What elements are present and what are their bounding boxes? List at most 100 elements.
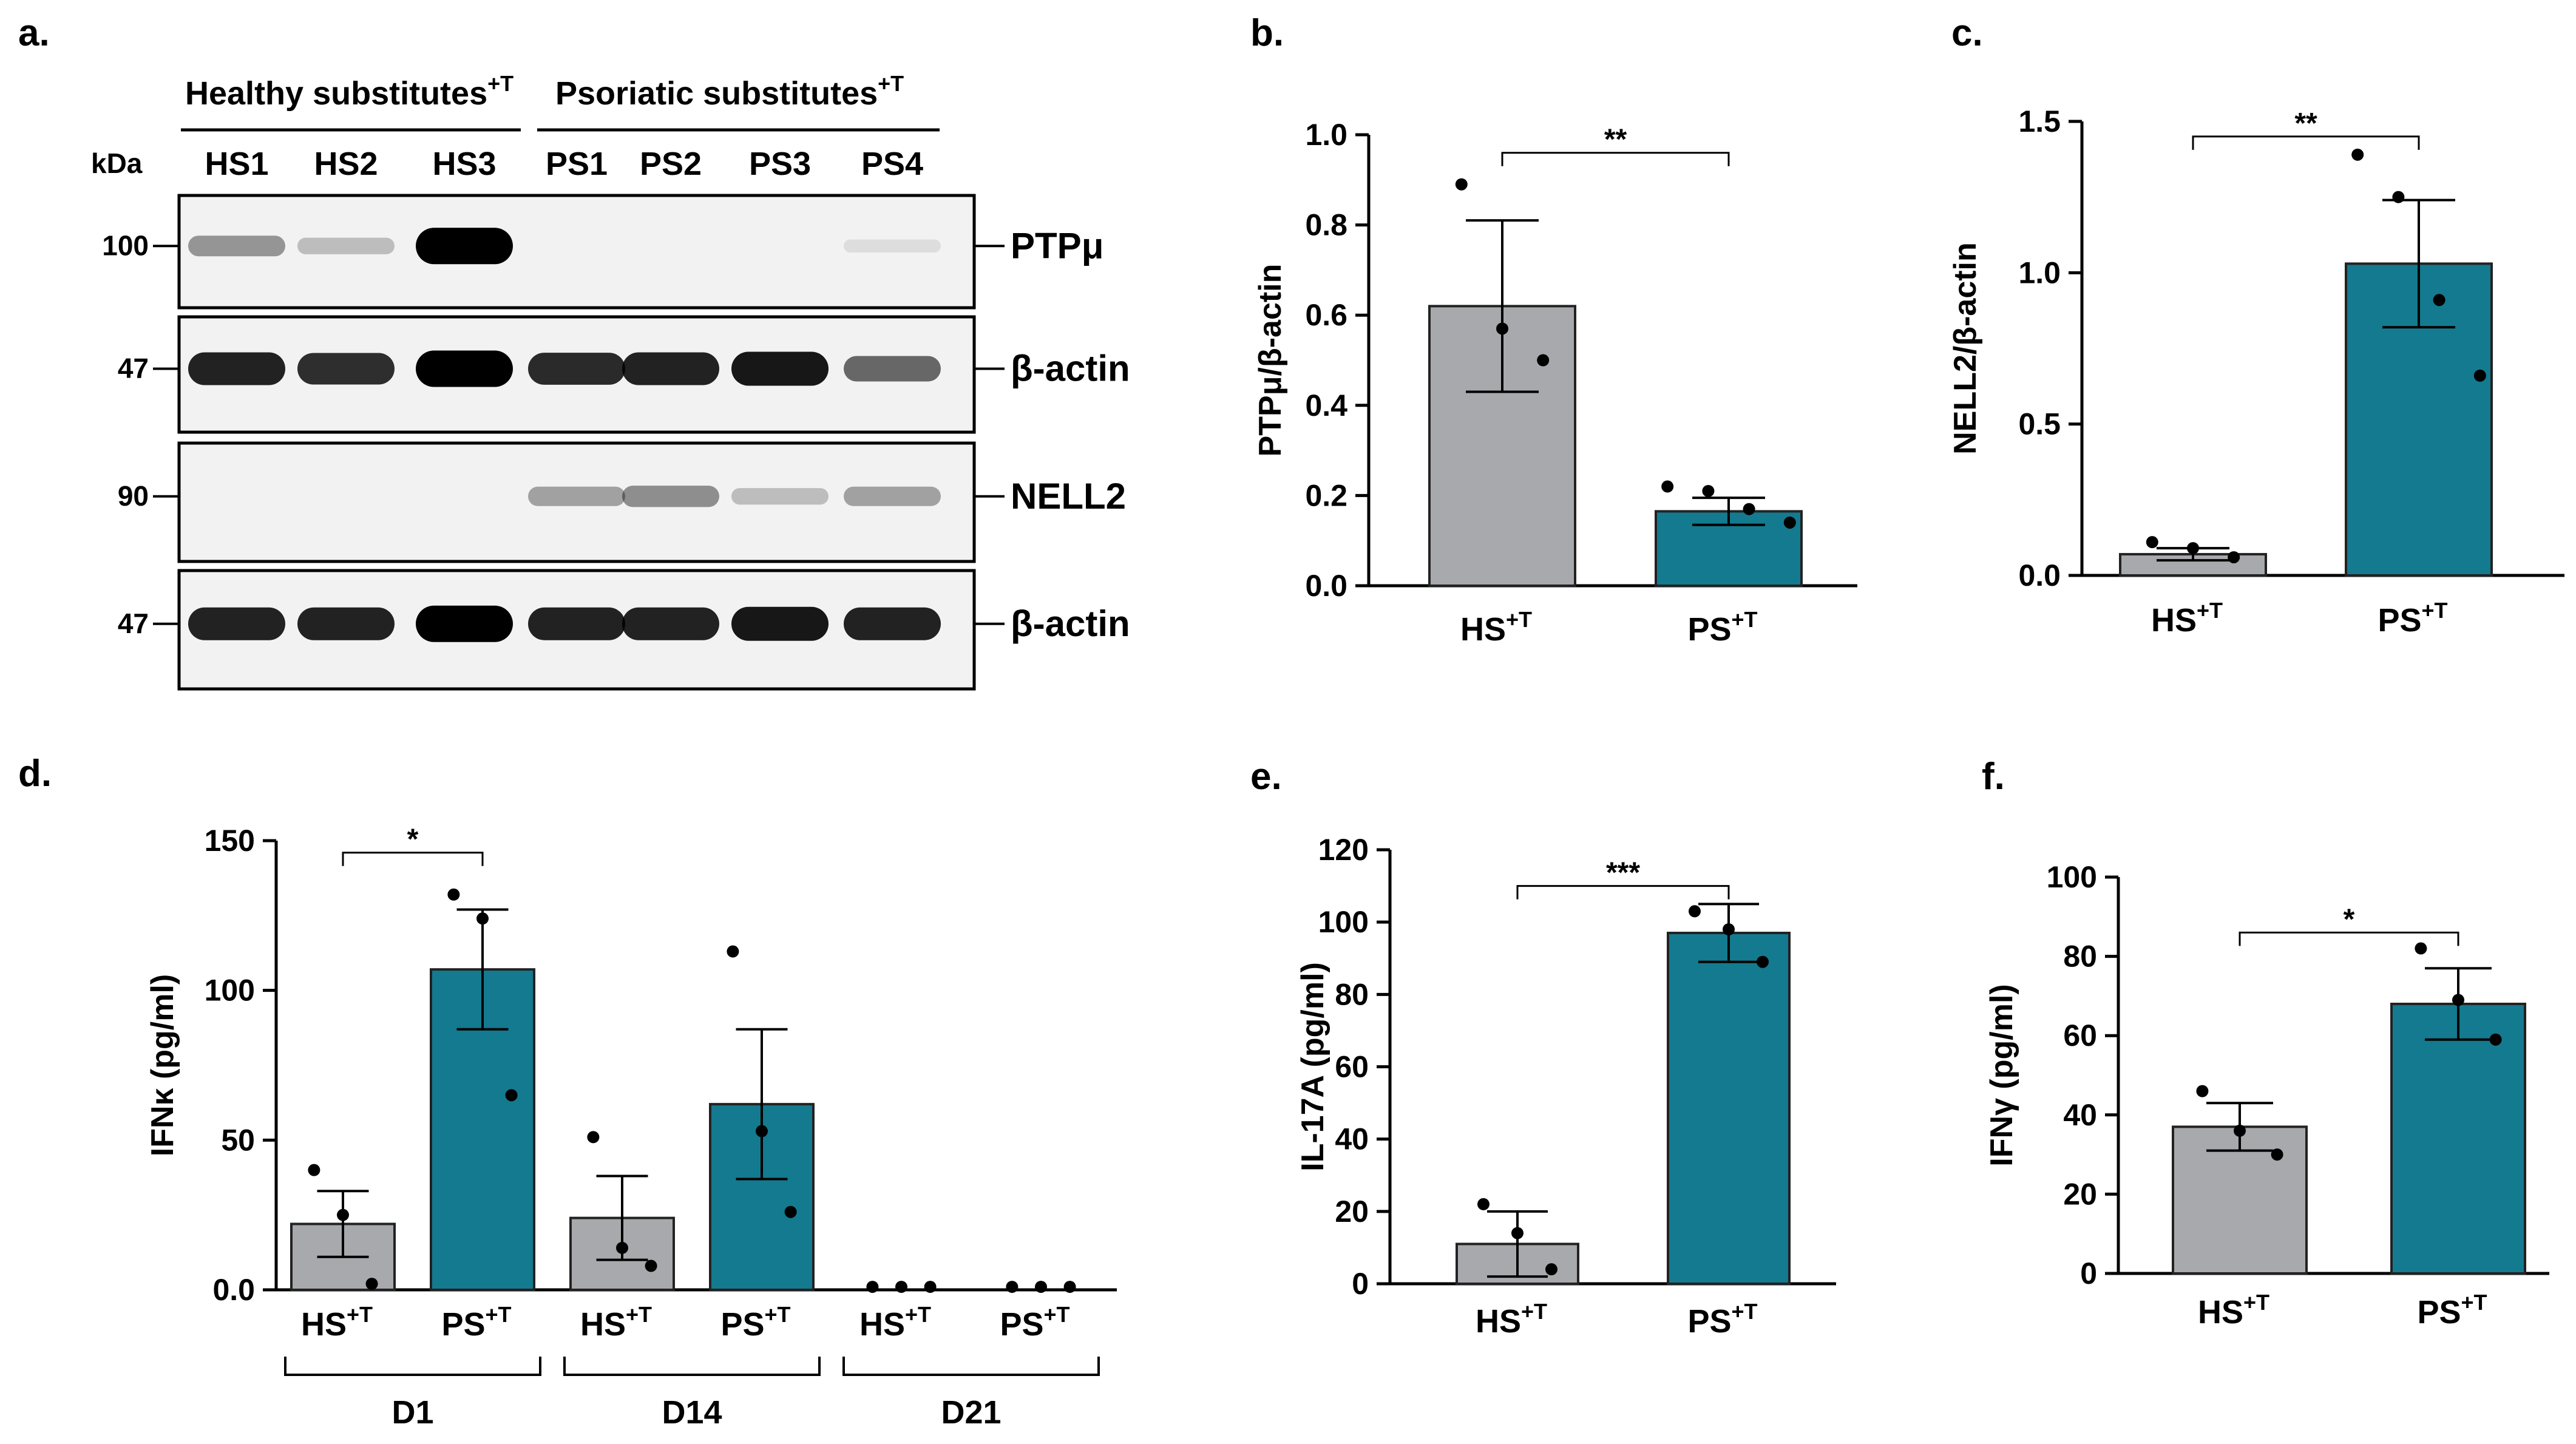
y-tick-label: 1.5 bbox=[2018, 104, 2061, 138]
panel-label-a: a. bbox=[18, 12, 50, 54]
y-tick-label: 20 bbox=[1335, 1195, 1369, 1229]
y-tick-label: 100 bbox=[1318, 905, 1369, 939]
data-point bbox=[476, 912, 489, 925]
chart-panel: e. 0 20 40 60 80 100 120 IL-17A (pg/ml) HS+T PS+T *… bbox=[1250, 756, 1836, 1340]
category-label: HS+T bbox=[2198, 1290, 2269, 1330]
blot-row: 47 β-actin bbox=[118, 569, 1130, 691]
y-tick-label: 0 bbox=[2080, 1256, 2097, 1290]
blot-band bbox=[622, 486, 719, 507]
data-point bbox=[2473, 369, 2486, 382]
blot-band bbox=[188, 352, 285, 385]
western-blot-panel: a. Healthy substitutes+T Psoriatic subst… bbox=[18, 12, 1130, 691]
data-point bbox=[616, 1241, 628, 1254]
y-tick-label: 0.8 bbox=[1305, 208, 1347, 242]
significance-stars: ** bbox=[2294, 107, 2317, 140]
data-point bbox=[756, 1125, 768, 1137]
category-label: HS+T bbox=[301, 1302, 373, 1343]
data-point bbox=[1743, 503, 1755, 515]
protein-label: β-actin bbox=[1011, 603, 1130, 644]
y-tick-label: 60 bbox=[2063, 1019, 2097, 1052]
data-point bbox=[2433, 294, 2446, 307]
panel-label: f. bbox=[1982, 756, 2005, 798]
panel-label: b. bbox=[1250, 12, 1284, 54]
bar bbox=[2390, 1002, 2526, 1275]
y-tick-label: 40 bbox=[2063, 1098, 2097, 1132]
significance-stars: * bbox=[2344, 903, 2355, 935]
category-label: PS+T bbox=[720, 1302, 790, 1343]
category-label: HS+T bbox=[580, 1302, 652, 1343]
kda-marker-label: 47 bbox=[118, 353, 149, 384]
y-tick-label: 20 bbox=[2063, 1177, 2097, 1211]
data-point bbox=[447, 888, 460, 901]
data-point bbox=[1477, 1198, 1490, 1210]
data-point bbox=[1537, 354, 1550, 367]
blot-band bbox=[188, 236, 285, 257]
y-tick-label: 1.0 bbox=[1305, 118, 1347, 152]
category-label: PS+T bbox=[2417, 1290, 2487, 1330]
protein-label: β-actin bbox=[1011, 348, 1130, 389]
data-point bbox=[1063, 1281, 1076, 1293]
significance-bracket bbox=[342, 852, 484, 866]
group-healthy-label: Healthy substitutes+T bbox=[185, 71, 514, 112]
blot-band bbox=[528, 607, 625, 640]
y-tick-label: 1.0 bbox=[2018, 256, 2061, 290]
kda-marker-label: 47 bbox=[118, 608, 149, 639]
blot-row: 90 NELL2 bbox=[118, 441, 1126, 563]
significance-bracket bbox=[1501, 152, 1730, 166]
data-point bbox=[2415, 942, 2427, 955]
y-tick-label: 0 bbox=[1352, 1267, 1369, 1301]
lane-label: PS1 bbox=[546, 146, 608, 182]
bar-charts: b. 0.0 0.2 0.4 0.6 0.8 1.0 PTPμ/β-actin HS+T PS+T… bbox=[18, 12, 2564, 1431]
data-point bbox=[1006, 1281, 1019, 1293]
y-tick-label: 0.5 bbox=[2018, 407, 2061, 441]
y-tick-label: 0.2 bbox=[1305, 478, 1347, 512]
lane-label: HS1 bbox=[205, 146, 268, 182]
data-point bbox=[727, 945, 739, 958]
blot-band bbox=[844, 607, 941, 640]
kda-marker-label: 100 bbox=[102, 229, 149, 261]
category-label: PS+T bbox=[1000, 1302, 1069, 1343]
significance-bracket bbox=[1516, 885, 1730, 900]
category-label: HS+T bbox=[1476, 1299, 1547, 1340]
data-point bbox=[924, 1281, 937, 1293]
category-label: PS+T bbox=[441, 1302, 511, 1343]
lane-label: PS2 bbox=[640, 146, 702, 182]
data-point bbox=[1723, 923, 1735, 936]
y-tick-label: 120 bbox=[1318, 833, 1369, 867]
blot-band bbox=[297, 607, 395, 640]
group-psoriatic-label: Psoriatic substitutes+T bbox=[555, 71, 904, 112]
category-label: HS+T bbox=[1460, 607, 1532, 648]
blot-band bbox=[528, 486, 625, 506]
y-tick-label: 0.4 bbox=[1305, 388, 1347, 422]
data-point bbox=[587, 1131, 600, 1144]
bar bbox=[709, 1103, 815, 1291]
data-point bbox=[2452, 994, 2464, 1006]
data-point bbox=[895, 1281, 907, 1293]
category-label: PS+T bbox=[1687, 1299, 1757, 1340]
category-label: PS+T bbox=[1687, 607, 1757, 648]
blot-membrane bbox=[177, 194, 976, 310]
significance-bracket bbox=[2239, 931, 2459, 946]
data-point bbox=[1702, 484, 1715, 497]
chart-panel: c. 0.0 0.5 1.0 1.5 NELL2/β-actin HS+T PS+T ** bbox=[1948, 12, 2564, 639]
chart-panel: f. 0 20 40 60 80 100 IFNγ (pg/ml) HS+T PS+T * bbox=[1982, 756, 2549, 1330]
data-point bbox=[505, 1089, 518, 1102]
category-label: PS+T bbox=[2378, 598, 2447, 639]
protein-label: NELL2 bbox=[1011, 476, 1126, 517]
data-point bbox=[1783, 516, 1796, 529]
lane-label: PS3 bbox=[749, 146, 811, 182]
y-axis-label: IL-17A (pg/ml) bbox=[1295, 962, 1330, 1171]
blot-band bbox=[416, 350, 513, 387]
blot-band bbox=[528, 353, 625, 385]
blot-band bbox=[297, 237, 395, 254]
data-point bbox=[2228, 551, 2240, 564]
panel-label: e. bbox=[1250, 756, 1282, 798]
blot-band bbox=[844, 356, 941, 382]
significance-stars: *** bbox=[1606, 857, 1640, 889]
group-bracket bbox=[563, 1357, 821, 1376]
data-point bbox=[2351, 148, 2364, 161]
blot-band bbox=[188, 607, 285, 640]
panel-label: c. bbox=[1951, 12, 1983, 54]
data-point bbox=[337, 1208, 349, 1221]
